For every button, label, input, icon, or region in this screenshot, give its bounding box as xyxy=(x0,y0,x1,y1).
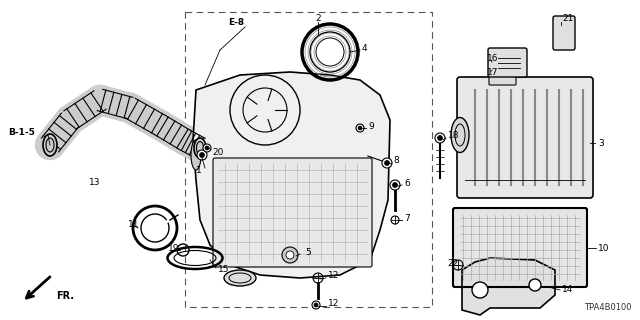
Ellipse shape xyxy=(191,140,201,170)
Circle shape xyxy=(282,247,298,263)
Text: 8: 8 xyxy=(393,156,399,164)
Text: 17: 17 xyxy=(487,68,499,76)
Circle shape xyxy=(312,301,320,309)
Text: 1: 1 xyxy=(196,165,202,174)
FancyBboxPatch shape xyxy=(553,16,575,50)
Text: 15: 15 xyxy=(218,266,230,275)
Circle shape xyxy=(529,279,541,291)
Text: 19: 19 xyxy=(168,244,179,252)
Text: 16: 16 xyxy=(487,53,499,62)
Ellipse shape xyxy=(224,270,256,286)
Text: 22: 22 xyxy=(447,259,458,268)
Circle shape xyxy=(205,146,209,150)
Text: 10: 10 xyxy=(598,244,609,252)
FancyBboxPatch shape xyxy=(453,208,587,287)
Text: 6: 6 xyxy=(404,179,410,188)
FancyBboxPatch shape xyxy=(213,158,372,267)
Text: 9: 9 xyxy=(368,122,374,131)
FancyBboxPatch shape xyxy=(489,71,516,85)
Text: FR.: FR. xyxy=(56,291,74,301)
Circle shape xyxy=(392,182,397,188)
Text: B-1-5: B-1-5 xyxy=(8,127,35,137)
FancyBboxPatch shape xyxy=(457,77,593,198)
Circle shape xyxy=(314,303,318,307)
Ellipse shape xyxy=(43,134,57,156)
Circle shape xyxy=(358,126,362,130)
Polygon shape xyxy=(462,258,555,315)
Text: 4: 4 xyxy=(362,44,367,52)
Text: E-8: E-8 xyxy=(228,18,244,27)
Text: TPA4B0100: TPA4B0100 xyxy=(584,303,632,312)
Circle shape xyxy=(200,153,205,157)
Circle shape xyxy=(390,180,400,190)
Circle shape xyxy=(356,124,364,132)
Text: 12: 12 xyxy=(328,270,339,279)
Circle shape xyxy=(472,282,488,298)
Ellipse shape xyxy=(194,138,206,158)
Circle shape xyxy=(385,161,390,165)
Text: 20: 20 xyxy=(212,148,223,156)
Text: 11: 11 xyxy=(128,220,140,228)
Circle shape xyxy=(438,135,442,140)
Circle shape xyxy=(286,251,294,259)
Text: 13: 13 xyxy=(89,178,100,187)
Circle shape xyxy=(197,150,207,160)
Text: 18: 18 xyxy=(448,131,460,140)
Text: 5: 5 xyxy=(305,247,311,257)
Text: 21: 21 xyxy=(562,13,573,22)
Text: 7: 7 xyxy=(404,213,410,222)
Circle shape xyxy=(382,158,392,168)
Text: 2: 2 xyxy=(315,13,321,22)
FancyBboxPatch shape xyxy=(488,48,527,77)
Text: 12: 12 xyxy=(328,299,339,308)
Text: 14: 14 xyxy=(562,285,573,294)
Circle shape xyxy=(435,133,445,143)
Polygon shape xyxy=(193,72,390,278)
Text: 3: 3 xyxy=(598,139,604,148)
Circle shape xyxy=(203,144,211,152)
Ellipse shape xyxy=(451,117,469,153)
